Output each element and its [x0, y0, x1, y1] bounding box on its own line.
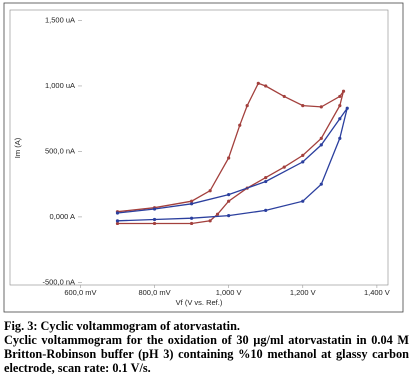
x-tick-label: 800,0 mV — [138, 288, 170, 297]
data-point — [345, 106, 349, 110]
data-point — [264, 208, 268, 212]
data-point — [227, 156, 231, 160]
data-point — [338, 94, 342, 99]
data-point — [301, 153, 305, 157]
x-axis-label: Vf (V vs. Ref.) — [176, 298, 223, 307]
data-point — [215, 212, 220, 216]
series-line — [117, 82, 345, 225]
data-point — [319, 105, 323, 109]
caption-title: Fig. 3: Cyclic voltammogram of atorvasta… — [4, 319, 240, 333]
data-point — [227, 199, 231, 203]
data-point — [264, 84, 268, 88]
data-point — [301, 103, 305, 108]
data-point — [319, 182, 323, 186]
data-point — [152, 207, 157, 211]
data-point — [189, 199, 194, 203]
chart-border — [3, 2, 404, 313]
data-point — [115, 221, 120, 226]
caption: Fig. 3: Cyclic voltammogram of atorvasta… — [4, 319, 409, 375]
data-point — [238, 123, 242, 127]
data-point — [208, 219, 212, 223]
data-point — [338, 136, 342, 140]
y-axis-label: Im (A) — [13, 137, 22, 158]
data-point — [341, 89, 346, 93]
data-point — [338, 117, 342, 121]
y-tick-label: 1,500 uA — [45, 15, 75, 24]
data-point — [319, 143, 323, 147]
data-point — [152, 217, 157, 222]
caption-text: Cyclic voltammogram for the oxidation of… — [4, 333, 409, 375]
data-point — [189, 221, 194, 226]
data-point — [301, 199, 305, 203]
data-point — [319, 136, 323, 140]
data-point — [189, 202, 194, 206]
data-point — [227, 193, 231, 197]
chart: Vf (V vs. Ref.) Im (A) -500,0 nA 0,000 A 5… — [3, 2, 404, 313]
data-point — [189, 216, 194, 220]
series-line — [117, 107, 348, 222]
data-point — [245, 103, 249, 108]
data-point — [115, 219, 120, 223]
data-point — [282, 94, 286, 99]
y-tick-label: 0,000 A — [50, 212, 75, 221]
data-point — [152, 221, 157, 226]
x-tick-label: 1,000 V — [216, 288, 242, 297]
y-tick-label: -500,0 nA — [42, 277, 75, 286]
y-tick-label: 500,0 nA — [45, 146, 75, 155]
data-point — [301, 160, 305, 164]
data-point — [338, 103, 342, 108]
x-tick-label: 1,200 V — [290, 288, 316, 297]
data-point — [264, 176, 268, 180]
y-tick-label: 1,000 uA — [45, 81, 75, 90]
data-point — [282, 165, 286, 169]
data-point — [256, 81, 260, 85]
data-point — [227, 213, 231, 218]
data-point — [264, 179, 268, 184]
data-point — [115, 211, 120, 215]
plot-frame — [9, 9, 389, 286]
x-tick-label: 1,400 V — [364, 288, 390, 297]
data-point — [208, 189, 212, 193]
x-tick-label: 600,0 mV — [64, 288, 96, 297]
